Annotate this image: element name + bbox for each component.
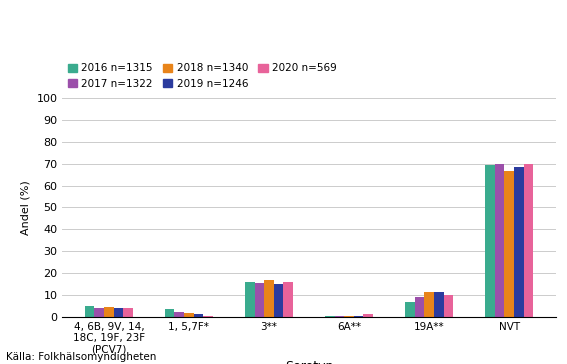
Bar [175, 312, 184, 317]
Bar [434, 292, 443, 317]
Bar [85, 306, 94, 317]
Bar [495, 164, 505, 317]
Bar [363, 314, 373, 317]
Bar [284, 282, 293, 317]
X-axis label: Serotyp: Serotyp [285, 360, 333, 364]
Bar [245, 282, 255, 317]
Bar [184, 313, 194, 317]
Bar [194, 314, 204, 317]
Bar [443, 295, 453, 317]
Bar [255, 283, 264, 317]
Bar [524, 164, 533, 317]
Bar [485, 165, 495, 317]
Bar [274, 284, 284, 317]
Y-axis label: Andel (%): Andel (%) [21, 180, 31, 235]
Bar [514, 167, 524, 317]
Bar [165, 309, 175, 317]
Bar [204, 316, 213, 317]
Bar [123, 308, 133, 317]
Bar [424, 292, 434, 317]
Bar [94, 308, 104, 317]
Bar [505, 171, 514, 317]
Legend: 2016 n=1315, 2017 n=1322, 2018 n=1340, 2019 n=1246, 2020 n=569: 2016 n=1315, 2017 n=1322, 2018 n=1340, 2… [67, 63, 337, 89]
Bar [104, 307, 113, 317]
Text: Källa: Folkhälsomyndigheten: Källa: Folkhälsomyndigheten [6, 352, 156, 362]
Bar [264, 280, 274, 317]
Bar [113, 308, 123, 317]
Bar [414, 297, 424, 317]
Bar [405, 302, 414, 317]
